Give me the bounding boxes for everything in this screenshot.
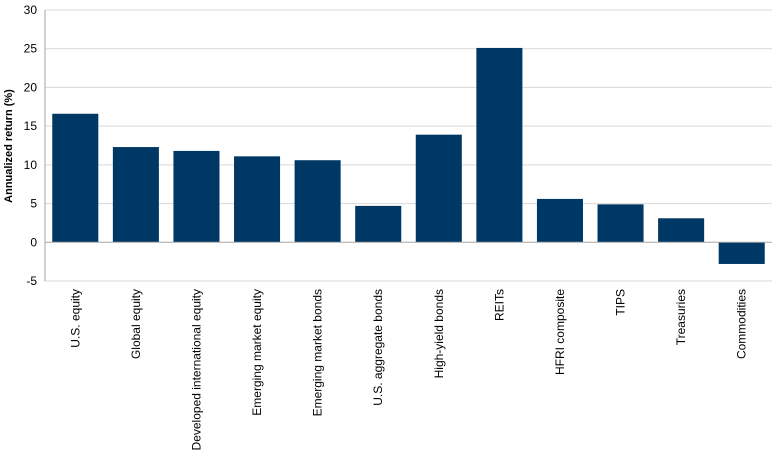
y-axis-label: Annualized return (%) (3, 89, 15, 203)
bar (415, 134, 462, 243)
bar (476, 47, 523, 243)
bar (294, 160, 341, 243)
x-tick-label: HFRI composite (553, 289, 567, 375)
x-tick-label: U.S. equity (68, 289, 82, 348)
y-tick-label: 10 (24, 158, 38, 172)
x-tick-label: Global equity (129, 289, 143, 359)
bar (658, 218, 705, 243)
x-tick-label: Commodities (735, 289, 749, 359)
bar (597, 204, 644, 243)
y-tick-label: 0 (30, 235, 37, 249)
y-tick-label: 20 (24, 80, 38, 94)
x-tick-label: TIPS (614, 289, 628, 316)
gridlines (45, 9, 772, 282)
bar (718, 242, 765, 264)
axes (44, 10, 772, 281)
bar (52, 113, 99, 243)
x-tick-label: Emerging market bonds (311, 289, 325, 416)
x-tick-label: Emerging market equity (250, 289, 264, 416)
y-tick-label: 25 (24, 42, 38, 56)
x-tick-label: U.S. aggregate bonds (371, 289, 385, 406)
y-tick-labels: -5 0 5 10 15 20 25 30 (24, 3, 38, 288)
x-tick-label: High-yield bonds (432, 289, 446, 378)
y-tick-label: 30 (24, 3, 38, 17)
x-tick-labels: U.S. equity Global equity Developed intern… (68, 289, 748, 450)
y-tick-label: 5 (30, 197, 37, 211)
x-tick-label: REITs (492, 289, 506, 321)
x-tick-label: Developed international equity (189, 289, 203, 450)
bar (234, 156, 281, 243)
bar (536, 198, 583, 243)
y-tick-label: -5 (26, 274, 37, 288)
bar (112, 147, 159, 243)
y-tick-label: 15 (24, 119, 38, 133)
bar (173, 150, 220, 243)
x-tick-label: Treasuries (674, 289, 688, 345)
bars (52, 47, 765, 264)
bar (355, 205, 402, 243)
